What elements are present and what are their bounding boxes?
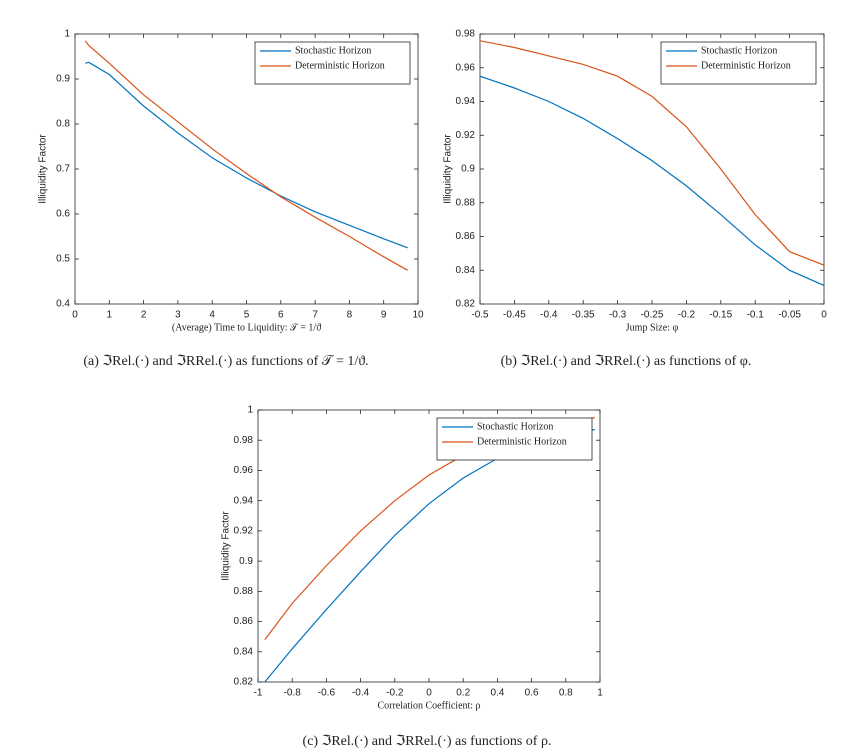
x-tick-label: -0.4 <box>540 310 558 321</box>
x-tick-label: 10 <box>412 310 424 321</box>
x-tick-label: 0.6 <box>525 688 539 699</box>
series-line <box>480 75 824 286</box>
y-tick-label: 0.92 <box>234 526 254 537</box>
y-tick-label: 0.84 <box>456 265 476 276</box>
y-tick-label: 0.7 <box>56 164 70 175</box>
y-tick-label: 0.9 <box>239 556 253 567</box>
y-tick-label: 0.9 <box>56 74 70 85</box>
x-tick-label: 1 <box>597 688 603 699</box>
x-tick-label: -0.2 <box>678 310 696 321</box>
y-tick-label: 0.86 <box>456 231 476 242</box>
x-tick-label: -0.1 <box>747 310 765 321</box>
y-tick-label: 0.4 <box>56 299 70 310</box>
y-tick-label: 0.84 <box>234 646 254 657</box>
x-tick-label: -0.8 <box>284 688 302 699</box>
y-axis-label: Illiquidity Factor <box>221 511 232 581</box>
x-tick-label: -0.6 <box>318 688 336 699</box>
x-tick-label: -0.3 <box>609 310 627 321</box>
legend-box <box>436 417 593 461</box>
x-tick-label: 0 <box>821 310 827 321</box>
x-tick-label: -0.45 <box>503 310 526 321</box>
legend-label: Deterministic Horizon <box>477 436 567 447</box>
x-tick-label: -0.35 <box>572 310 595 321</box>
x-tick-label: 8 <box>347 310 353 321</box>
x-tick-label: 0 <box>72 310 78 321</box>
legend-label: Deterministic Horizon <box>295 60 385 71</box>
x-tick-label: -0.05 <box>778 310 801 321</box>
x-tick-label: 0.2 <box>456 688 470 699</box>
x-tick-label: -0.25 <box>641 310 664 321</box>
y-tick-label: 0.86 <box>234 616 254 627</box>
y-tick-label: 0.94 <box>234 495 254 506</box>
x-tick-label: 3 <box>175 310 181 321</box>
y-tick-label: 0.82 <box>234 677 254 688</box>
legend-box <box>254 41 411 85</box>
x-tick-label: 4 <box>209 310 215 321</box>
legend-label: Stochastic Horizon <box>477 421 553 432</box>
y-tick-label: 0.9 <box>461 164 475 175</box>
y-tick-label: 0.8 <box>56 119 70 130</box>
y-tick-label: 0.6 <box>56 209 70 220</box>
caption: (b) ℑRel.(·) and ℑRRel.(·) as functions … <box>501 354 752 369</box>
x-tick-label: 1 <box>107 310 113 321</box>
y-axis-label: Illiquidity Factor <box>38 134 49 204</box>
x-tick-label: -0.2 <box>386 688 404 699</box>
y-tick-label: 1 <box>64 29 70 40</box>
x-tick-label: 2 <box>141 310 147 321</box>
x-tick-label: -0.5 <box>471 310 489 321</box>
y-axis-label: Illiquidity Factor <box>443 134 454 204</box>
subplot: -1 -0.8 -0.6 -0.4 -0.2 0 0.2 0.4 0.6 0.8 1 0.82 0.84… <box>221 405 604 750</box>
series-line <box>480 40 824 266</box>
caption: (c) ℑRel.(·) and ℑRRel.(·) as functions … <box>303 734 552 749</box>
y-tick-label: 0.96 <box>234 465 254 476</box>
y-tick-label: 0.92 <box>456 130 476 141</box>
x-tick-label: -0.15 <box>709 310 732 321</box>
x-axis-label: (Average) Time to Liquidity: 𝒯 = 1/ϑ <box>172 322 321 333</box>
series-line <box>85 61 408 249</box>
series-line <box>84 40 408 271</box>
y-tick-label: 0.98 <box>234 435 254 446</box>
y-tick-label: 0.88 <box>456 197 476 208</box>
x-tick-label: -1 <box>254 688 263 699</box>
x-tick-label: 0 <box>426 688 432 699</box>
y-tick-label: 0.96 <box>456 62 476 73</box>
x-tick-label: 0.8 <box>559 688 573 699</box>
legend-label: Stochastic Horizon <box>295 45 371 56</box>
x-tick-label: 5 <box>244 310 250 321</box>
caption: (a) ℑRel.(·) and ℑRRel.(·) as functions … <box>83 354 368 369</box>
subplot: -0.5 -0.45 -0.4 -0.35 -0.3 -0.25 -0.2 -0.15 -0.1… <box>443 29 828 370</box>
legend-label: Stochastic Horizon <box>701 45 777 56</box>
y-tick-label: 0.94 <box>456 96 476 107</box>
subplot: 0 1 2 3 4 5 6 7 8 9 10 0.4 0.5 0.6 0.7 0.8 0.9 1 (Average)… <box>38 29 424 370</box>
y-tick-label: 0.82 <box>456 299 476 310</box>
x-tick-label: 0.4 <box>490 688 504 699</box>
y-tick-label: 0.5 <box>56 254 70 265</box>
x-axis-label: Correlation Coefficient: ρ <box>377 700 480 711</box>
y-tick-label: 0.88 <box>234 586 254 597</box>
x-axis-label: Jump Size: φ <box>626 322 679 333</box>
x-tick-label: 9 <box>381 310 387 321</box>
x-tick-label: -0.4 <box>352 688 370 699</box>
x-tick-label: 7 <box>312 310 318 321</box>
y-tick-label: 1 <box>247 405 253 416</box>
legend-box <box>660 41 817 85</box>
y-tick-label: 0.98 <box>456 29 476 40</box>
legend-label: Deterministic Horizon <box>701 60 791 71</box>
x-tick-label: 6 <box>278 310 284 321</box>
